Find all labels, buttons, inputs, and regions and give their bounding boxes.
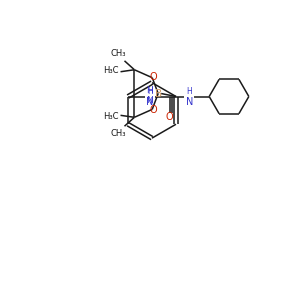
Text: B: B	[154, 88, 162, 98]
Text: O: O	[149, 72, 157, 82]
Text: H
N: H N	[146, 86, 153, 105]
Text: CH₃: CH₃	[111, 129, 126, 138]
Text: H: H	[187, 86, 192, 95]
Text: CH₃: CH₃	[111, 50, 126, 58]
Text: H: H	[147, 86, 153, 95]
Text: O: O	[166, 112, 173, 122]
Text: H₃C: H₃C	[103, 112, 118, 121]
Text: N: N	[186, 98, 193, 107]
Text: H₃C: H₃C	[103, 66, 118, 75]
Text: N: N	[146, 98, 153, 107]
Text: O: O	[149, 105, 157, 116]
